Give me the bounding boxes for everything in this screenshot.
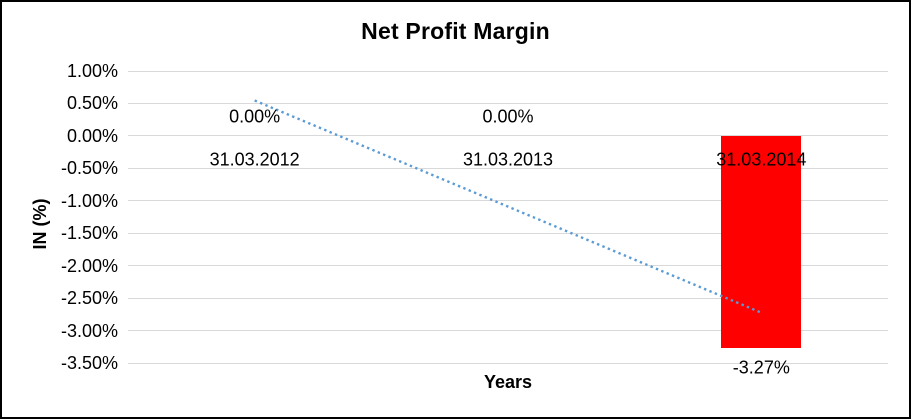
x-axis-title: Years	[483, 372, 533, 392]
plot-area: 31.03.2012 31.03.2013 31.03.2014 0.00% 0.00%…	[128, 70, 888, 378]
y-axis: 1.00% 0.50% 0.00% -0.50% -1.00% -1.50% -2.00% -…	[2, 62, 118, 372]
y-tick-label: -3.50%	[60, 353, 118, 373]
trendline-layer	[254, 99, 762, 314]
trendline[interactable]	[254, 99, 762, 314]
gridline	[128, 102, 888, 104]
y-tick-label: 0.50%	[66, 93, 118, 114]
data-label: -3.27%	[732, 357, 790, 378]
data-label: 0.00%	[482, 106, 534, 127]
bar-31.03.2014[interactable]	[721, 135, 802, 349]
y-tick-label: -0.50%	[60, 158, 118, 179]
y-tick-label: -1.50%	[60, 223, 118, 244]
gridline	[128, 265, 888, 267]
y-tick-label: 1.00%	[66, 61, 118, 81]
category-label: 31.03.2012	[209, 149, 300, 170]
y-tick-label: 0.00%	[66, 125, 118, 146]
gridline	[128, 330, 888, 332]
category-label: 31.03.2013	[462, 149, 554, 170]
gridline	[128, 362, 888, 364]
gridline	[128, 200, 888, 202]
y-tick-label: -3.00%	[60, 320, 118, 341]
gridline	[128, 135, 888, 137]
y-tick-label: -1.00%	[60, 190, 118, 211]
gridline	[128, 297, 888, 299]
gridline	[128, 167, 888, 169]
y-tick-label: -2.00%	[60, 255, 118, 276]
data-label: 0.00%	[229, 106, 281, 127]
gridline	[128, 232, 888, 234]
gridline	[128, 70, 888, 72]
chart-title: Net Profit Margin	[361, 18, 550, 44]
y-tick-label: -2.50%	[60, 288, 118, 309]
category-label: 31.03.2014	[716, 149, 807, 170]
